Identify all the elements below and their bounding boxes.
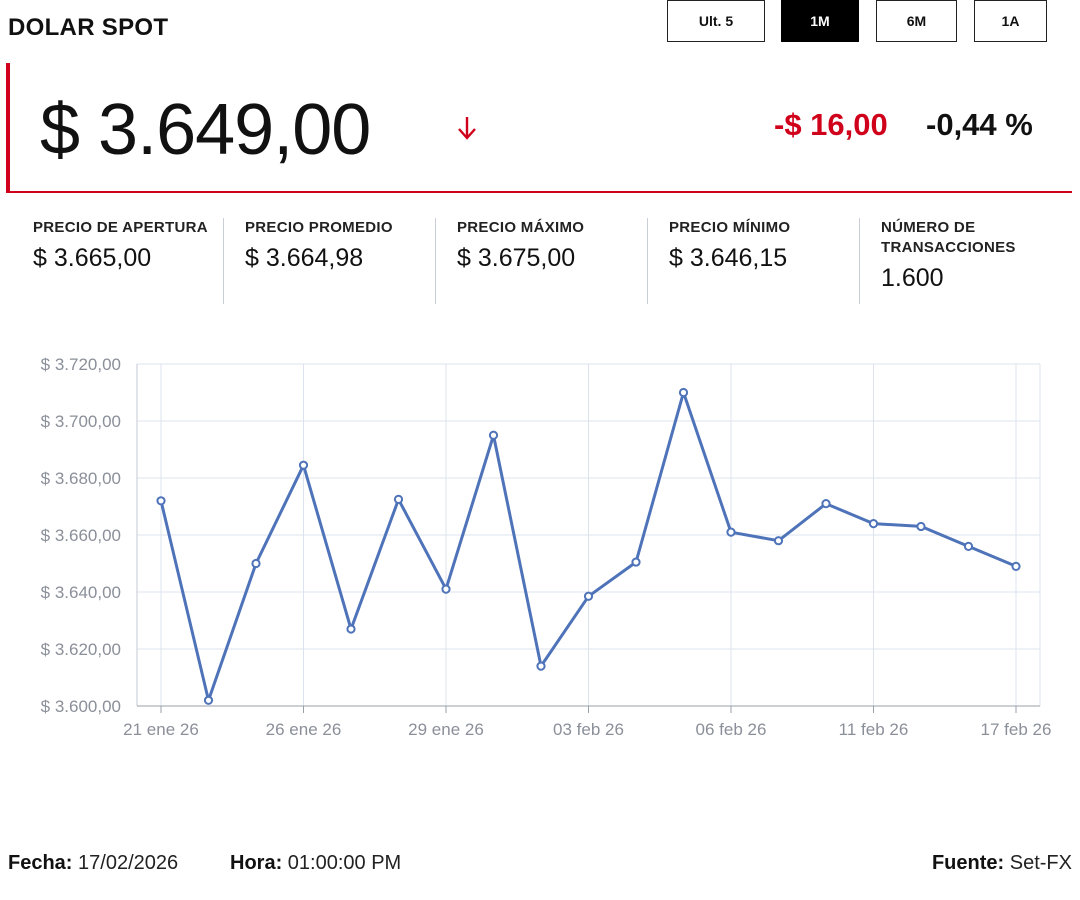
data-point: [441, 584, 451, 594]
x-tick-label: 29 ene 26: [408, 720, 484, 739]
stat-opening-price: PRECIO DE APERTURA $ 3.665,00: [12, 218, 224, 304]
footer-source: Fuente: Set-FX: [932, 852, 1072, 875]
range-button-6m[interactable]: 6M: [876, 0, 957, 42]
footer-time: Hora: 01:00:00 PM: [230, 852, 401, 875]
range-button-1a[interactable]: 1A: [974, 0, 1047, 42]
stat-value: 1.600: [881, 264, 944, 292]
x-tick-label: 26 ene 26: [266, 720, 342, 739]
x-tick-label: 06 feb 26: [696, 720, 767, 739]
data-point: [346, 624, 356, 634]
date-value: 17/02/2026: [78, 852, 179, 874]
current-price: $ 3.649,00: [40, 90, 371, 170]
range-button-last-5[interactable]: Ult. 5: [667, 0, 765, 42]
stat-value: $ 3.664,98: [245, 244, 364, 272]
stat-label: PRECIO PROMEDIO: [245, 219, 393, 236]
stat-label: PRECIO MÁXIMO: [457, 219, 585, 236]
date-label: Fecha:: [8, 852, 73, 874]
data-point: [868, 519, 879, 529]
y-tick-label: $ 3.680,00: [41, 469, 121, 488]
stat-value: $ 3.665,00: [33, 244, 152, 272]
stat-label: PRECIO DE APERTURA: [33, 219, 208, 236]
stat-value: $ 3.675,00: [457, 244, 576, 272]
time-label: Hora:: [230, 852, 283, 874]
data-point: [1011, 561, 1021, 571]
footer-date: Fecha: 17/02/2026: [8, 852, 178, 875]
time-value: 01:00:00 PM: [287, 852, 402, 874]
data-point: [156, 496, 166, 506]
stat-value: $ 3.646,15: [669, 244, 788, 272]
data-point: [298, 460, 309, 470]
stat-average-price: PRECIO PROMEDIO $ 3.664,98: [224, 218, 436, 304]
data-point: [773, 536, 784, 546]
y-tick-label: $ 3.620,00: [41, 640, 121, 659]
data-point: [203, 695, 214, 705]
y-tick-label: $ 3.640,00: [41, 583, 121, 602]
stat-min-price: PRECIO MÍNIMO $ 3.646,15: [648, 218, 860, 304]
price-line-chart: $ 3.600,00 $ 3.620,00 $ 3.640,00 $ 3.660,00…: [0, 340, 1080, 750]
x-tick-label: 21 ene 26: [123, 720, 199, 739]
data-point: [393, 494, 404, 504]
data-point: [963, 541, 974, 551]
data-point: [251, 558, 261, 569]
data-point: [488, 430, 499, 440]
data-point: [726, 527, 736, 537]
data-point: [821, 499, 831, 509]
y-tick-label: $ 3.600,00: [41, 697, 121, 716]
data-point: [583, 591, 594, 601]
stat-label: NÚMERO DE TRANSACCIONES: [881, 219, 1016, 256]
x-tick-label: 11 feb 26: [839, 720, 909, 739]
data-point: [631, 557, 641, 567]
x-tick-label: 03 feb 26: [553, 720, 624, 739]
source-label: Fuente:: [931, 852, 1005, 874]
x-tick-label: 17 feb 26: [981, 720, 1052, 739]
price-panel: $ 3.649,00 -$ 16,00 -0,44 %: [6, 63, 1072, 193]
stat-max-price: PRECIO MÁXIMO $ 3.675,00: [436, 218, 648, 304]
data-point: [916, 521, 926, 532]
source-value: Set-FX: [1009, 852, 1072, 874]
price-change-percent: -0,44 %: [926, 107, 1033, 142]
range-button-1m[interactable]: 1M: [781, 0, 859, 42]
price-change-absolute: -$ 16,00: [774, 107, 888, 142]
chart-svg: $ 3.600,00 $ 3.620,00 $ 3.640,00 $ 3.660,00…: [41, 355, 1052, 739]
data-point: [678, 387, 689, 398]
y-tick-label: $ 3.660,00: [41, 526, 121, 545]
page-title: DOLAR SPOT: [8, 14, 169, 41]
arrow-down-icon: [458, 117, 476, 140]
y-tick-label: $ 3.700,00: [41, 412, 121, 431]
y-tick-label: $ 3.720,00: [41, 355, 121, 374]
stat-transactions: NÚMERO DE TRANSACCIONES 1.600: [860, 218, 1072, 304]
stats-row: PRECIO DE APERTURA $ 3.665,00 PRECIO PRO…: [12, 218, 1072, 304]
stat-label: PRECIO MÍNIMO: [669, 219, 791, 236]
data-point: [536, 661, 546, 671]
